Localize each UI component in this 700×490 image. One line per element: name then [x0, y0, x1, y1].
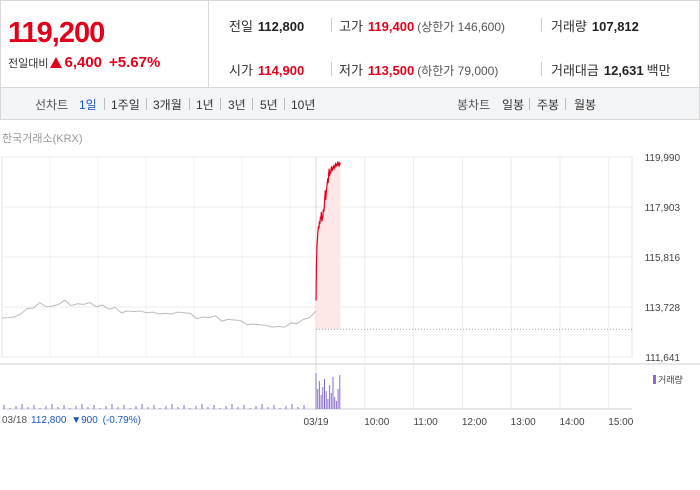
y-tick-label: 111,641: [645, 353, 680, 364]
reference-price: 112,800: [31, 415, 67, 426]
divider: [541, 18, 542, 32]
change-percent: +5.67%: [109, 54, 161, 71]
series-line-current-day: [315, 160, 341, 301]
series-fill-current-day: [316, 162, 341, 330]
stat-low: 저가 113,500 (하한가 79,000): [339, 60, 498, 79]
volume-swatch-icon: [653, 375, 656, 384]
period-1d-button[interactable]: 1일: [79, 98, 97, 112]
reference-change: ▼900: [71, 415, 98, 426]
candle-monthly-button[interactable]: 월봉: [574, 98, 597, 112]
candle-chart-label: 봉차트: [457, 98, 491, 112]
period-1y-button[interactable]: 1년: [196, 98, 214, 112]
volume-value: 107,812: [591, 19, 639, 34]
price-summary: 119,200 전일대비 6,400 +5.67% 전일 112,800 고가 119,…: [0, 0, 700, 88]
volume-bars: [3, 373, 341, 409]
stat-high: 고가 119,400 (상한가 146,600): [339, 16, 505, 35]
y-axis-ticks: 119,990 117,903 115,816 113,728 111,641: [645, 153, 681, 364]
chart-vertical-grid: [49, 157, 610, 409]
candle-daily-button[interactable]: 일봉: [502, 98, 525, 112]
divider: [331, 18, 332, 32]
divider: [541, 62, 542, 76]
change-label: 전일대비: [8, 58, 49, 70]
x-tick-label: 13:00: [511, 417, 536, 428]
volume-legend: 거래량: [653, 373, 683, 386]
open-value: 114,900: [257, 63, 305, 78]
divider: [104, 98, 105, 110]
x-tick-label: 12:00: [462, 417, 487, 428]
divider: [529, 98, 530, 110]
prev-close-value: 112,800: [257, 19, 305, 34]
x-tick-label: 10:00: [364, 417, 389, 428]
period-3y-button[interactable]: 3년: [228, 98, 246, 112]
period-toolbar: 선차트 1일 1주일 3개월 1년 3년 5년 10년 봉차트 일봉 주봉 월봉: [0, 88, 700, 120]
y-tick-label: 117,903: [645, 203, 681, 214]
up-triangle-icon: [50, 57, 63, 68]
period-1w-button[interactable]: 1주일: [111, 98, 140, 112]
period-3m-button[interactable]: 3개월: [153, 98, 182, 112]
upper-limit: (상한가 146,600): [417, 20, 506, 34]
trade-value: 12,631: [603, 63, 644, 78]
stat-prev-close: 전일 112,800: [229, 16, 304, 35]
low-label: 저가: [339, 63, 363, 78]
change-row: 전일대비 6,400 +5.67%: [8, 54, 160, 71]
chart-grid: [0, 156, 700, 410]
stat-open: 시가 114,900: [229, 60, 304, 79]
divider: [252, 98, 253, 110]
divider: [331, 62, 332, 76]
change-amount: 6,400: [64, 54, 103, 71]
y-tick-label: 113,728: [645, 303, 681, 314]
high-label: 고가: [339, 19, 363, 34]
trade-value-label: 거래대금: [551, 63, 599, 78]
current-price-box: 119,200 전일대비 6,400 +5.67%: [1, 1, 209, 87]
high-value: 119,400: [367, 19, 415, 34]
stat-volume: 거래량 107,812: [551, 16, 639, 35]
reference-date: 03/18: [2, 415, 28, 426]
x-tick-label: 11:00: [413, 417, 438, 428]
divider: [284, 98, 285, 110]
x-tick-label: 14:00: [559, 417, 584, 428]
x-tick-label: 03/19: [303, 417, 328, 428]
reference-change-pct: (-0.79%): [102, 415, 141, 426]
candle-weekly-button[interactable]: 주봉: [537, 98, 560, 112]
prev-close-label: 전일: [229, 19, 253, 34]
data-source: 한국거래소(KRX): [2, 133, 83, 145]
chart-lines: [1, 160, 632, 330]
period-10y-button[interactable]: 10년: [291, 98, 316, 112]
open-label: 시가: [229, 63, 253, 78]
stat-trade-value: 거래대금 12,631 백만: [551, 60, 671, 79]
period-5y-button[interactable]: 5년: [260, 98, 278, 112]
lower-limit: (하한가 79,000): [417, 64, 499, 78]
line-chart-label: 선차트: [35, 98, 69, 112]
current-price: 119,200: [8, 17, 105, 49]
series-line-prev-day: [1, 299, 317, 328]
chart-fill-area: [316, 162, 341, 330]
volume-legend-label: 거래량: [658, 375, 683, 385]
x-tick-label: 15:00: [608, 417, 633, 428]
low-value: 113,500: [367, 63, 415, 78]
divider: [220, 98, 221, 110]
y-tick-label: 119,990: [645, 153, 681, 164]
x-axis-ticks: 03/19 10:00 11:00 12:00 13:00 14:00 15:00: [303, 417, 633, 428]
divider: [146, 98, 147, 110]
volume-label: 거래량: [551, 19, 587, 34]
divider: [565, 98, 566, 110]
trade-value-unit: 백만: [646, 63, 671, 78]
y-tick-label: 115,816: [645, 253, 681, 264]
reference-day-info: 03/18 112,800 ▼900 (-0.79%): [2, 415, 141, 426]
divider: [189, 98, 190, 110]
